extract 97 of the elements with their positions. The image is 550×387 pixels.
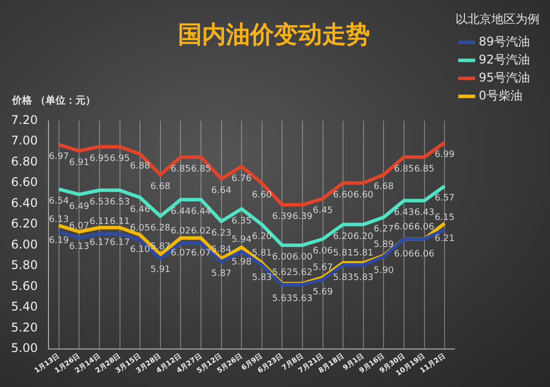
- data-label: 6.99: [434, 150, 455, 160]
- legend-title: 以北京地区为例: [455, 12, 540, 26]
- data-label: 6.23: [211, 228, 232, 239]
- data-label: 6.28: [150, 224, 171, 234]
- data-label: 5.91: [150, 264, 170, 275]
- data-label: 6.43: [394, 208, 414, 218]
- y-tick-label: 5.00: [11, 341, 38, 356]
- y-tick-label: 6.00: [11, 237, 38, 252]
- data-label: 5.81: [333, 248, 354, 258]
- data-label: 6.97: [48, 152, 69, 162]
- data-label: 6.43: [414, 208, 434, 218]
- data-label: 6.85: [414, 164, 434, 174]
- data-label: 6.11: [110, 217, 130, 228]
- y-tick-label: 5.20: [11, 320, 38, 334]
- data-label: 6.85: [394, 164, 414, 174]
- data-label: 6.13: [48, 215, 69, 226]
- data-label: 6.44: [170, 206, 191, 217]
- legend-label: 0号柴油: [478, 88, 522, 103]
- data-label: 6.17: [89, 238, 110, 248]
- data-label: 6.06: [414, 222, 435, 232]
- data-label: 6.91: [69, 158, 90, 168]
- y-tick-label: 5.40: [11, 300, 38, 314]
- data-label: 6.85: [190, 164, 211, 174]
- data-label: 6.21: [434, 234, 455, 244]
- data-label: 5.81: [252, 248, 272, 258]
- data-label: 6.06: [394, 249, 414, 260]
- y-tick-label: 5.60: [11, 278, 38, 293]
- data-label: 5.62: [292, 268, 312, 278]
- y-tick-label: 5.80: [11, 258, 38, 272]
- data-label: 6.10: [130, 245, 150, 256]
- data-label: 5.89: [374, 240, 394, 250]
- data-label: 6.05: [130, 223, 150, 234]
- data-label: 6.60: [333, 190, 354, 200]
- data-label: 6.85: [170, 164, 191, 174]
- data-label: 6.49: [69, 202, 90, 212]
- legend-label: 89号汽油: [478, 34, 530, 49]
- y-tick-label: 7.20: [11, 112, 38, 127]
- data-label: 6.68: [150, 182, 171, 192]
- chart-title: 国内油价变动走势: [178, 20, 370, 49]
- data-label: 6.53: [110, 198, 130, 208]
- data-label: 6.45: [312, 206, 333, 216]
- data-label: 6.46: [130, 204, 150, 215]
- legend-label: 95号汽油: [478, 70, 530, 85]
- data-label: 5.81: [353, 248, 374, 258]
- data-label: 6.44: [190, 206, 212, 217]
- y-axis-title: 价格 （单位：元）: [11, 94, 96, 106]
- data-label: 6.20: [333, 232, 354, 242]
- y-tick-label: 6.40: [11, 196, 38, 210]
- data-label: 6.57: [434, 193, 455, 204]
- data-label: 5.83: [333, 273, 354, 284]
- data-label: 6.07: [170, 248, 191, 258]
- data-label: 5.63: [272, 294, 292, 304]
- data-label: 6.15: [434, 213, 455, 224]
- data-label: 6.64: [211, 186, 232, 196]
- y-tick-label: 6.20: [11, 216, 38, 231]
- data-label: 6.60: [252, 190, 272, 200]
- data-label: 5.94: [232, 234, 252, 245]
- data-label: 5.63: [292, 294, 312, 304]
- data-label: 6.27: [374, 224, 394, 235]
- data-label: 6.53: [89, 198, 110, 208]
- data-label: 6.06: [312, 246, 334, 256]
- data-label: 6.00: [292, 252, 313, 263]
- data-label: 6.76: [232, 174, 252, 184]
- data-label: 6.35: [232, 216, 252, 226]
- data-label: 6.06: [394, 222, 414, 232]
- data-label: 6.54: [48, 196, 70, 207]
- data-label: 6.60: [353, 190, 374, 200]
- y-tick-label: 7.00: [11, 134, 38, 148]
- data-label: 6.20: [353, 232, 374, 242]
- data-label: 6.00: [272, 252, 292, 263]
- data-label: 6.88: [130, 161, 150, 172]
- data-label: 5.83: [353, 273, 374, 284]
- data-label: 6.06: [414, 249, 435, 260]
- y-tick-label: 6.60: [11, 175, 38, 190]
- data-label: 5.67: [312, 262, 333, 273]
- data-label: 6.07: [190, 248, 211, 258]
- data-label: 5.87: [211, 269, 232, 280]
- data-label: 6.39: [292, 212, 313, 222]
- data-label: 6.39: [272, 212, 292, 222]
- data-label: 6.20: [252, 232, 272, 242]
- data-label: 6.17: [110, 238, 130, 248]
- data-label: 6.02: [190, 226, 211, 236]
- data-label: 5.90: [374, 266, 394, 276]
- data-label: 5.83: [252, 273, 272, 284]
- data-label: 6.19: [48, 236, 70, 246]
- data-label: 6.11: [89, 217, 110, 228]
- y-tick-label: 6.80: [11, 154, 38, 168]
- data-label: 6.07: [69, 221, 90, 232]
- data-label: 5.69: [312, 288, 334, 298]
- data-label: 6.02: [170, 226, 191, 236]
- data-label: 5.62: [272, 268, 292, 278]
- data-label: 6.95: [89, 154, 110, 164]
- legend-label: 92号汽油: [478, 52, 530, 67]
- data-label: 6.13: [69, 242, 90, 252]
- data-label: 6.95: [110, 154, 130, 164]
- data-label: 5.98: [232, 258, 252, 268]
- data-label: 6.68: [374, 182, 394, 192]
